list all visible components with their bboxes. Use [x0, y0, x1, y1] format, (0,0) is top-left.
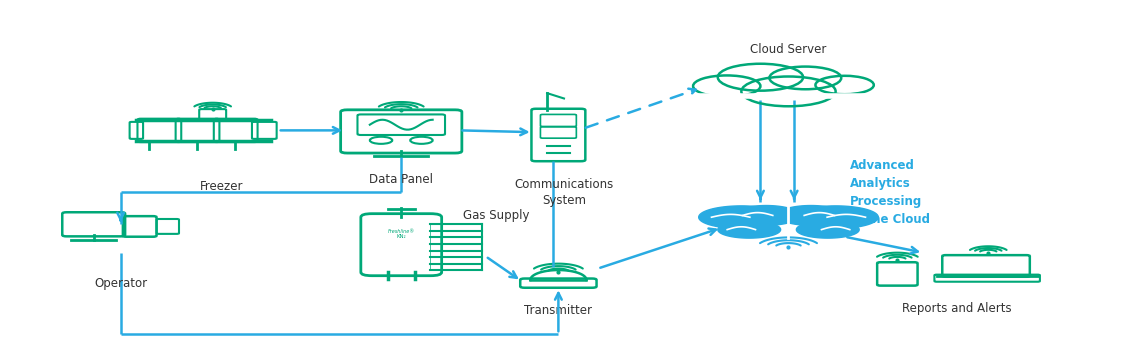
Text: Cloud Server: Cloud Server — [750, 43, 827, 56]
Text: Data Panel: Data Panel — [369, 173, 433, 186]
Text: Operator: Operator — [94, 278, 147, 291]
Polygon shape — [717, 221, 781, 238]
Polygon shape — [793, 206, 879, 229]
Polygon shape — [777, 206, 845, 225]
Text: Advanced
Analytics
Processing
in the Cloud: Advanced Analytics Processing in the Clo… — [851, 159, 931, 226]
Text: Freezer: Freezer — [200, 180, 244, 193]
Text: Communications
System: Communications System — [514, 178, 614, 207]
Text: Gas Supply: Gas Supply — [462, 209, 529, 222]
Circle shape — [769, 67, 841, 89]
Text: KN₂: KN₂ — [396, 234, 406, 239]
Circle shape — [717, 64, 803, 91]
Polygon shape — [732, 206, 800, 225]
Circle shape — [741, 77, 836, 106]
Text: Reports and Alerts: Reports and Alerts — [902, 302, 1012, 315]
Circle shape — [816, 76, 874, 94]
Polygon shape — [796, 221, 860, 238]
Text: Transmitter: Transmitter — [525, 304, 592, 317]
Circle shape — [693, 76, 760, 97]
Text: Freshline®: Freshline® — [388, 229, 415, 234]
Polygon shape — [698, 206, 784, 229]
